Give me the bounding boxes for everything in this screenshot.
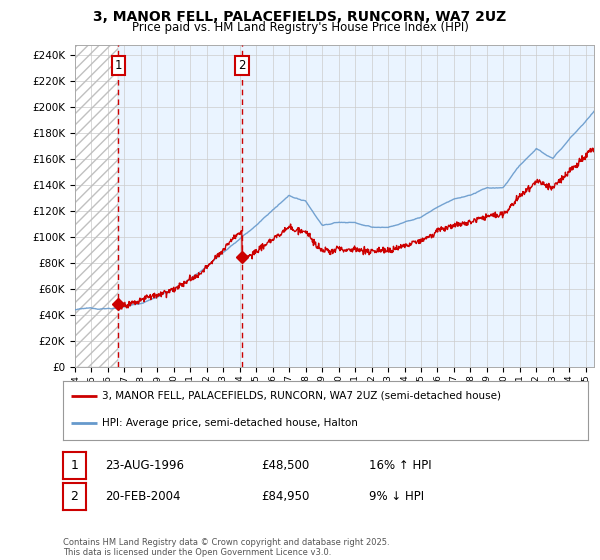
Text: Contains HM Land Registry data © Crown copyright and database right 2025.
This d: Contains HM Land Registry data © Crown c… [63, 538, 389, 557]
Text: 23-AUG-1996: 23-AUG-1996 [105, 459, 184, 472]
Text: 1: 1 [115, 59, 122, 72]
Text: 3, MANOR FELL, PALACEFIELDS, RUNCORN, WA7 2UZ (semi-detached house): 3, MANOR FELL, PALACEFIELDS, RUNCORN, WA… [103, 390, 502, 400]
Text: £84,950: £84,950 [261, 489, 310, 503]
Bar [242, 45, 594, 367]
Text: 16% ↑ HPI: 16% ↑ HPI [369, 459, 431, 472]
Text: £48,500: £48,500 [261, 459, 309, 472]
Bar [75, 45, 118, 367]
Bar [118, 45, 242, 367]
Text: 2: 2 [70, 489, 79, 503]
Text: 20-FEB-2004: 20-FEB-2004 [105, 489, 181, 503]
Bar [75, 45, 118, 367]
Text: Price paid vs. HM Land Registry's House Price Index (HPI): Price paid vs. HM Land Registry's House … [131, 21, 469, 34]
Text: 1: 1 [70, 459, 79, 472]
Text: HPI: Average price, semi-detached house, Halton: HPI: Average price, semi-detached house,… [103, 418, 358, 428]
Text: 3, MANOR FELL, PALACEFIELDS, RUNCORN, WA7 2UZ: 3, MANOR FELL, PALACEFIELDS, RUNCORN, WA… [94, 10, 506, 24]
Text: 9% ↓ HPI: 9% ↓ HPI [369, 489, 424, 503]
Text: 2: 2 [238, 59, 245, 72]
